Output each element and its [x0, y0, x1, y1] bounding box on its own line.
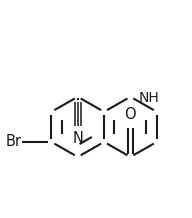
Text: N: N: [72, 131, 83, 146]
Text: NH: NH: [139, 91, 160, 105]
Text: Br: Br: [5, 135, 21, 149]
Text: O: O: [125, 107, 136, 122]
